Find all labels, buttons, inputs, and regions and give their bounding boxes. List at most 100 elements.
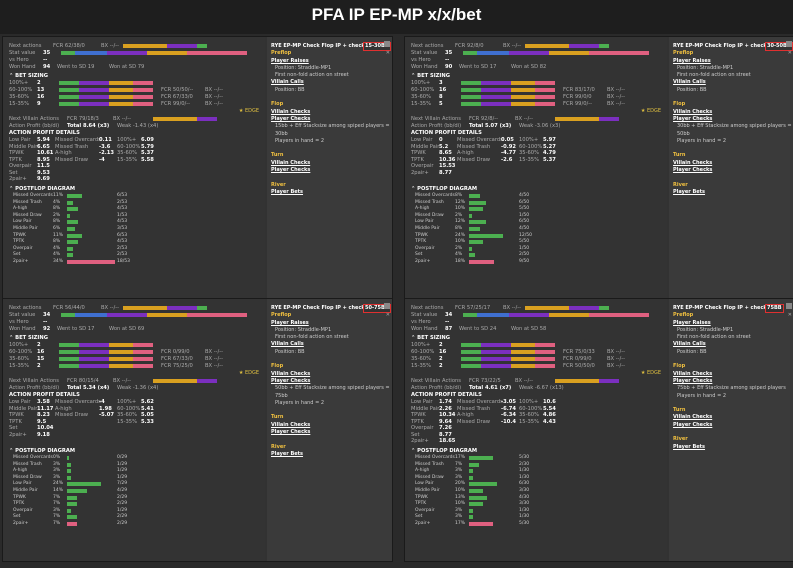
action-villain-calls[interactable]: Villain Calls — [673, 341, 706, 348]
sizing-range: 15-35% — [411, 363, 432, 369]
detail-name: 2pair+ — [411, 438, 429, 444]
action-villain-checks[interactable]: Villain Checks — [673, 414, 713, 421]
diagram-count: 9/50 — [519, 258, 530, 264]
stat-bar — [109, 88, 133, 92]
edit-pencil-icon[interactable] — [384, 41, 390, 47]
action-villain-calls[interactable]: Villain Calls — [271, 341, 304, 348]
edge-indicator[interactable]: ★ EDGE — [238, 108, 259, 114]
diagram-bar — [469, 482, 497, 487]
detail-name: 15-35% — [117, 156, 138, 163]
sizing-count: 16 — [37, 94, 45, 100]
diagram-category: 2pair+ — [415, 258, 431, 264]
action-player-bets[interactable]: Player Bets — [271, 450, 304, 457]
action-villain-checks[interactable]: Villain Checks — [271, 159, 311, 166]
edit-pencil-icon[interactable] — [786, 41, 792, 47]
action-villain-checks[interactable]: Villain Checks — [271, 108, 311, 115]
action-player-bets[interactable]: Player Bets — [673, 443, 706, 450]
action-player-checks[interactable]: Player Checks — [673, 421, 713, 428]
edge-indicator[interactable]: ★ EDGE — [640, 370, 661, 376]
action-player-checks[interactable]: Player Checks — [673, 115, 713, 122]
diagram-category: Missed Overcards — [13, 193, 53, 198]
diagram-percent: 7% — [53, 501, 61, 507]
stat-row: ACTION PROFIT DETAILS — [411, 392, 482, 398]
stat-row: Action Profit (bb/di) Total 5.07 (x3) Weak… — [411, 123, 569, 129]
street-river: River — [271, 181, 286, 188]
edit-pencil-icon[interactable] — [384, 303, 390, 309]
action-player-bets[interactable]: Player Bets — [271, 188, 304, 195]
edge-indicator[interactable]: ★ EDGE — [640, 108, 661, 114]
profit-weak: Weak -1.43 (x4) — [117, 123, 159, 129]
stat-bar — [109, 364, 133, 368]
detail-name: Set — [9, 169, 18, 176]
stat-bar — [107, 51, 147, 55]
diagram-percent: 34% — [53, 258, 64, 264]
detail-name: Middle Pair — [411, 143, 440, 150]
stat-row: Action Profit (bb/di) Total 5.34 (x4) Weak… — [9, 385, 167, 391]
action-player-raises[interactable]: Player Raises — [673, 319, 711, 326]
action-villain-checks[interactable]: Villain Checks — [271, 421, 311, 428]
action-villain-calls[interactable]: Villain Calls — [673, 79, 706, 86]
won-hand-num: 90 — [445, 64, 453, 70]
street-turn: Turn — [673, 407, 686, 414]
action-player-raises[interactable]: Player Raises — [271, 57, 309, 64]
action-player-checks[interactable]: Player Checks — [271, 377, 311, 384]
sizing-bx: BX --/-- — [607, 87, 625, 93]
action-villain-checks[interactable]: Villain Checks — [673, 159, 713, 166]
diagram-bar — [67, 213, 70, 218]
stat-row: 100%+ 3 — [411, 80, 637, 86]
action-player-raises[interactable]: Player Raises — [673, 57, 711, 64]
action-villain-checks[interactable]: Villain Checks — [271, 370, 311, 377]
stat-bar — [477, 51, 509, 55]
stat-row: 100%+ 2 — [9, 342, 235, 348]
action-player-bets[interactable]: Player Bets — [673, 188, 706, 195]
detail-value: 10.6 — [543, 399, 556, 405]
action-player-raises[interactable]: Player Raises — [271, 319, 309, 326]
detail-name: A-high — [55, 150, 72, 156]
stat-row: 15-35% 9 FCR 99/0/-- BX --/-- — [9, 101, 235, 107]
diagram-category: Low Pair — [415, 219, 434, 225]
stack-range-tag[interactable]: 30-50BB — [765, 42, 793, 52]
edge-indicator[interactable]: ★ EDGE — [238, 370, 259, 376]
stat-bar — [123, 44, 167, 48]
detail-value: 6.09 — [141, 137, 154, 143]
action-player-checks[interactable]: Player Checks — [271, 115, 311, 122]
close-icon[interactable]: ✕ — [787, 50, 792, 56]
action-villain-checks[interactable]: Villain Checks — [673, 370, 713, 377]
diagram-percent: 3% — [53, 474, 61, 480]
detail-name: 35-60% — [117, 150, 138, 156]
position-text: Position: Straddle-MP1 — [275, 64, 332, 71]
diagram-category: Middle Pair — [13, 225, 38, 231]
diagram-bar — [469, 475, 474, 480]
detail-value: 3.58 — [37, 399, 50, 405]
profit-weak: Weak -6.67 (x13) — [519, 385, 564, 391]
vs-hero-label: vs Hero — [411, 57, 431, 63]
action-villain-checks[interactable]: Villain Checks — [673, 108, 713, 115]
stack-range-tag[interactable]: 50-75BB — [363, 304, 391, 314]
stack-range-tag[interactable]: 15-30BB — [363, 42, 391, 52]
stack-range-tag[interactable]: 75BB — [765, 304, 784, 314]
stat-value-num: 35 — [43, 50, 51, 56]
action-player-checks[interactable]: Player Checks — [271, 429, 311, 436]
stat-bar — [461, 81, 481, 85]
close-icon[interactable]: ✕ — [787, 312, 792, 318]
close-icon[interactable]: ✕ — [385, 50, 390, 56]
stat-row: Middle Pair11.17 A-high 1.98 60-100%5.41 — [9, 406, 155, 412]
next-actions-label: Next actions — [9, 305, 42, 311]
action-player-checks[interactable]: Player Checks — [673, 377, 713, 384]
stat-row: TPTK 10.36 Missed Draw -2.6 15-35% 5.37 — [411, 157, 557, 163]
action-player-checks[interactable]: Player Checks — [673, 167, 713, 174]
diagram-percent: 14% — [53, 487, 64, 493]
detail-value: 4.86 — [543, 412, 556, 418]
action-player-checks[interactable]: Player Checks — [271, 167, 311, 174]
action-villain-calls[interactable]: Villain Calls — [271, 79, 304, 86]
diagram-bar — [67, 194, 83, 198]
close-icon[interactable]: ✕ — [385, 312, 390, 318]
stat-bar — [481, 95, 511, 99]
diagram-percent: 3% — [455, 468, 463, 474]
diagram-count: 5/30 — [519, 455, 530, 460]
won-sd: Won at SD 79 — [109, 64, 145, 70]
edit-pencil-icon[interactable] — [786, 303, 792, 309]
detail-name: Overpair — [411, 163, 434, 169]
detail-value: 9.5 — [37, 418, 47, 425]
stat-bar — [123, 306, 167, 310]
